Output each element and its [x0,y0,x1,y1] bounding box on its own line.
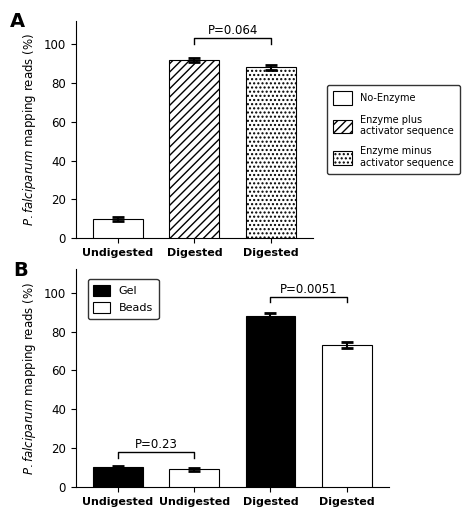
Bar [322,345,372,487]
Bar [169,469,219,487]
Y-axis label: $\it{P. falciparum}$ mapping reads (%): $\it{P. falciparum}$ mapping reads (%) [21,282,38,474]
Text: B: B [13,261,28,280]
Bar [246,316,295,487]
Legend: Gel, Beads: Gel, Beads [88,279,159,319]
Text: P=0.23: P=0.23 [135,438,177,451]
Legend: No-Enzyme, Enzyme plus
activator sequence, Enzyme minus
activator sequence: No-Enzyme, Enzyme plus activator sequenc… [327,85,460,174]
Text: A: A [9,12,25,31]
Y-axis label: $\it{P. falciparum}$ mapping reads (%): $\it{P. falciparum}$ mapping reads (%) [21,33,38,226]
Bar [93,467,143,487]
Bar [93,219,143,238]
Text: P=0.0051: P=0.0051 [280,283,337,296]
Bar [170,60,219,238]
Text: P=0.064: P=0.064 [208,24,258,37]
Bar [246,67,296,238]
